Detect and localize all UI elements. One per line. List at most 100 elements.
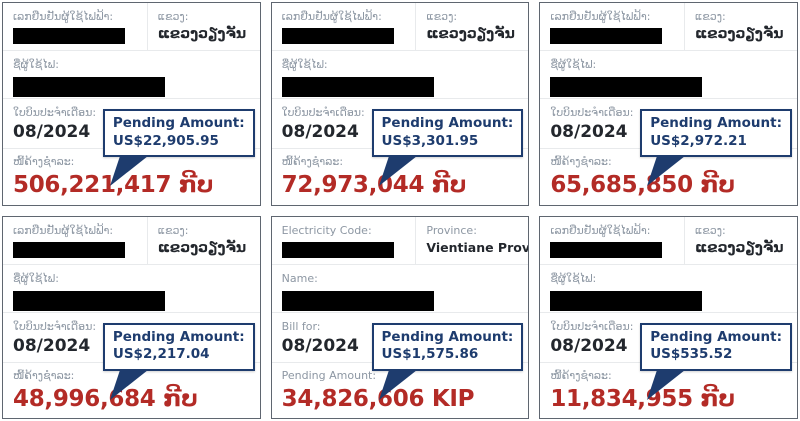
callout-pointer-icon xyxy=(378,369,417,400)
customer-id-label: ເລກຢືນຢັນຜູ້ໃຊ້ໄຟຟ້າ: xyxy=(550,10,651,23)
callout-pointer-icon xyxy=(378,156,417,187)
province-cell: Province: Vientiane Province xyxy=(415,216,530,264)
pending-amount-callout: Pending Amount: US$535.52 xyxy=(640,322,792,400)
customer-name-row: ຊື່ຜູ້ໃຊ້ໄຟ: xyxy=(540,51,797,99)
billing-month-label: ໃບບິນປະຈຳເດືອນ: xyxy=(13,319,97,333)
province-label: ແຂວງ: xyxy=(695,10,726,23)
pending-amount-label: Pending Amount: xyxy=(281,368,377,382)
callout-pointer-icon xyxy=(109,156,148,187)
customer-id-label: ເລກຢືນຢັນຜູ້ໃຊ້ໄຟຟ້າ: xyxy=(281,10,382,23)
customer-name-label: ຊື່ຜູ້ໃຊ້ໄຟ: xyxy=(281,58,328,71)
customer-id-province-row: ເລກຢືນຢັນຜູ້ໃຊ້ໄຟຟ້າ: ແຂວງ: ແຂວງວຽງຈັນ xyxy=(540,216,797,265)
callout-usd-value: US$1,575.86 xyxy=(381,346,479,363)
callout-pointer-icon xyxy=(109,369,148,400)
billing-month-label: ໃບບິນປະຈຳເດືອນ: xyxy=(550,106,634,119)
billing-month-value: 08/2024 xyxy=(13,122,91,142)
redacted-customer-name xyxy=(281,77,434,97)
pending-amount-label: ໜີ້ຄ້າງຊຳລະ: xyxy=(281,155,344,168)
billing-month-label: ໃບບິນປະຈຳເດືອນ: xyxy=(550,319,634,333)
province-label: ແຂວງ: xyxy=(695,223,726,237)
bill-screenshot-panel: Electricity Code: Province: Vientiane Pr… xyxy=(270,215,530,419)
callout-usd-value: US$2,217.04 xyxy=(112,346,210,363)
bill-screenshot-panel: ເລກຢືນຢັນຜູ້ໃຊ້ໄຟຟ້າ: ແຂວງ: ແຂວງວຽງຈັນ ຊ… xyxy=(539,215,798,419)
callout-title: Pending Amount: xyxy=(650,115,782,131)
callout-title: Pending Amount: xyxy=(112,328,245,345)
bill-screenshot-panel: ເລກຢືນຢັນຜູ້ໃຊ້ໄຟຟ້າ: ແຂວງ: ແຂວງວຽງຈັນ ຊ… xyxy=(2,2,261,206)
province-cell: ແຂວງ: ແຂວງວຽງຈັນ xyxy=(146,3,260,50)
customer-name-label: ຊື່ຜູ້ໃຊ້ໄຟ: xyxy=(13,271,59,285)
redacted-customer-id xyxy=(13,28,125,44)
callout-usd-value: US$3,301.95 xyxy=(381,132,479,149)
redacted-customer-id xyxy=(13,241,125,258)
redacted-customer-name xyxy=(13,77,165,97)
province-value: ແຂວງວຽງຈັນ xyxy=(426,26,515,42)
province-value: Vientiane Province xyxy=(426,239,530,255)
customer-id-cell: Electricity Code: xyxy=(272,217,416,264)
province-label: ແຂວງ: xyxy=(157,223,189,237)
province-cell: ແຂວງ: ແຂວງວຽງຈັນ xyxy=(146,216,260,264)
customer-id-cell: ເລກຢືນຢັນຜູ້ໃຊ້ໄຟຟ້າ: xyxy=(3,3,147,50)
callout-usd-value: US$2,972.21 xyxy=(650,132,747,149)
billing-month-value: 08/2024 xyxy=(281,122,359,142)
pending-amount-value: 48,996,684 ກີບ xyxy=(13,385,198,412)
pending-amount-row: Pending Amount: 34,826,606 KIP xyxy=(272,363,529,419)
redacted-customer-name xyxy=(281,290,434,311)
customer-name-label: Name: xyxy=(281,271,318,285)
pending-amount-value: 11,834,955 ກີບ xyxy=(550,385,735,412)
pending-amount-callout: Pending Amount: US$22,905.95 xyxy=(102,109,255,187)
pending-amount-row: ໜີ້ຄ້າງຊຳລະ: 72,973,044 ກີບ xyxy=(272,149,529,205)
redacted-customer-name xyxy=(550,77,703,97)
customer-id-province-row: ເລກຢືນຢັນຜູ້ໃຊ້ໄຟຟ້າ: ແຂວງ: ແຂວງວຽງຈັນ xyxy=(3,3,260,51)
province-label: Province: xyxy=(426,223,477,237)
customer-id-label: ເລກຢືນຢັນຜູ້ໃຊ້ໄຟຟ້າ: xyxy=(550,223,651,237)
province-cell: ແຂວງ: ແຂວງວຽງຈັນ xyxy=(415,3,528,50)
customer-id-cell: ເລກຢືນຢັນຜູ້ໃຊ້ໄຟຟ້າ: xyxy=(540,217,684,264)
redacted-customer-id xyxy=(550,28,663,44)
callout-pointer-icon xyxy=(647,369,686,400)
customer-name-row: ຊື່ຜູ້ໃຊ້ໄຟ: xyxy=(3,265,260,313)
customer-name-row: ຊື່ຜູ້ໃຊ້ໄຟ: xyxy=(3,51,260,99)
customer-id-label: ເລກຢືນຢັນຜູ້ໃຊ້ໄຟຟ້າ: xyxy=(13,10,114,23)
callout-usd-value: US$22,905.95 xyxy=(112,132,219,149)
customer-id-cell: ເລກຢືນຢັນຜູ້ໃຊ້ໄຟຟ້າ: xyxy=(3,217,147,264)
billing-month-label: ໃບບິນປະຈຳເດືອນ: xyxy=(281,106,365,119)
callout-usd-value: US$535.52 xyxy=(650,346,733,363)
callout-title: Pending Amount: xyxy=(381,328,514,345)
customer-id-province-row: Electricity Code: Province: Vientiane Pr… xyxy=(271,216,530,265)
pending-amount-value: 34,826,606 KIP xyxy=(281,385,475,412)
pending-amount-row: ໜີ້ຄ້າງຊຳລະ: 11,834,955 ກີບ xyxy=(540,363,797,419)
customer-name-row: Name: xyxy=(271,265,529,313)
province-value: ແຂວງວຽງຈັນ xyxy=(695,239,784,256)
customer-name-label: ຊື່ຜູ້ໃຊ້ໄຟ: xyxy=(550,271,597,285)
province-value: ແຂວງວຽງຈັນ xyxy=(695,26,784,42)
pending-amount-callout: Pending Amount: US$3,301.95 xyxy=(371,109,524,187)
redacted-customer-name xyxy=(550,290,703,311)
province-value: ແຂວງວຽງຈັນ xyxy=(157,26,247,42)
billing-month-label: ໃບບິນປະຈຳເດືອນ: xyxy=(13,106,97,119)
callout-pointer-icon xyxy=(647,156,686,187)
pending-amount-callout: Pending Amount: US$2,972.21 xyxy=(640,109,792,187)
pending-amount-callout: Pending Amount: US$2,217.04 xyxy=(102,322,255,400)
billing-month-value: 08/2024 xyxy=(550,335,628,356)
billing-month-value: 08/2024 xyxy=(13,335,91,356)
customer-id-province-row: ເລກຢືນຢັນຜູ້ໃຊ້ໄຟຟ້າ: ແຂວງ: ແຂວງວຽງຈັນ xyxy=(271,3,529,51)
redacted-customer-id xyxy=(281,241,394,258)
province-label: ແຂວງ: xyxy=(157,10,189,23)
customer-id-province-row: ເລກຢືນຢັນຜູ້ໃຊ້ໄຟຟ້າ: ແຂວງ: ແຂວງວຽງຈັນ xyxy=(3,216,260,265)
bill-screenshot-panel: ເລກຢືນຢັນຜູ້ໃຊ້ໄຟຟ້າ: ແຂວງ: ແຂວງວຽງຈັນ ຊ… xyxy=(270,2,530,206)
pending-amount-row: ໜີ້ຄ້າງຊຳລະ: 48,996,684 ກີບ xyxy=(3,363,260,419)
redacted-customer-id xyxy=(281,28,394,44)
pending-amount-label: ໜີ້ຄ້າງຊຳລະ: xyxy=(550,368,612,382)
customer-name-label: ຊື່ຜູ້ໃຊ້ໄຟ: xyxy=(550,58,597,71)
billing-month-label: Bill for: xyxy=(281,319,321,333)
bill-screenshot-panel: ເລກຢືນຢັນຜູ້ໃຊ້ໄຟຟ້າ: ແຂວງ: ແຂວງວຽງຈັນ ຊ… xyxy=(539,2,798,206)
province-label: ແຂວງ: xyxy=(426,10,458,23)
callout-title: Pending Amount: xyxy=(650,328,782,345)
pending-amount-label: ໜີ້ຄ້າງຊຳລະ: xyxy=(13,368,75,382)
customer-id-cell: ເລກຢືນຢັນຜູ້ໃຊ້ໄຟຟ້າ: xyxy=(272,3,416,50)
bill-screenshot-panel: ເລກຢືນຢັນຜູ້ໃຊ້ໄຟຟ້າ: ແຂວງ: ແຂວງວຽງຈັນ ຊ… xyxy=(2,215,261,419)
customer-name-label: ຊື່ຜູ້ໃຊ້ໄຟ: xyxy=(13,58,59,71)
province-cell: ແຂວງ: ແຂວງວຽງຈັນ xyxy=(684,216,797,264)
customer-id-label: ເລກຢືນຢັນຜູ້ໃຊ້ໄຟຟ້າ: xyxy=(13,223,114,237)
